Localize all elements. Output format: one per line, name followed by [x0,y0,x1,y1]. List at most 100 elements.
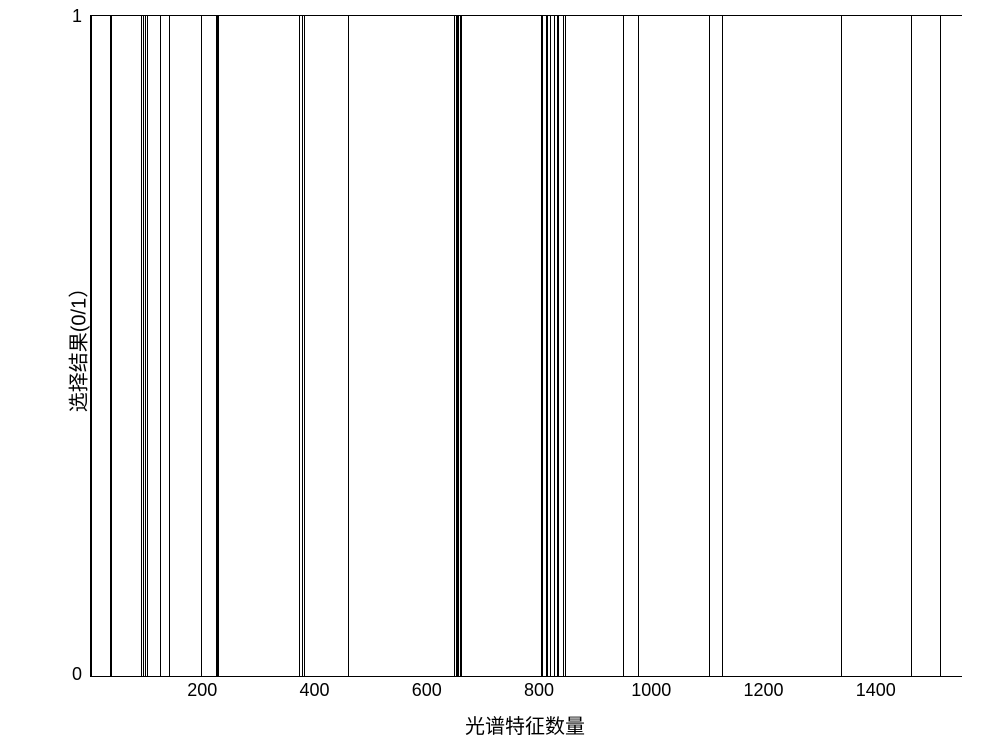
data-bar [484,16,486,676]
data-bar [540,16,541,676]
data-bar [124,16,126,676]
data-bar [365,16,367,676]
data-bar [560,16,561,676]
data-bar [301,16,302,676]
data-bar [142,16,143,676]
data-bar [751,16,753,676]
data-bar [928,16,930,676]
data-bar [137,16,139,676]
data-bar [320,16,322,676]
xtick-label: 1400 [856,680,896,701]
data-bar [144,16,145,676]
data-bar [502,16,504,676]
data-bar [305,16,307,676]
data-bar [593,16,595,676]
data-bar [900,16,902,676]
data-bar [395,16,397,676]
data-bar [621,16,623,676]
data-bar [720,16,722,676]
data-bar [528,16,530,676]
data-bar [788,16,790,676]
data-bar [234,16,236,676]
data-bar [760,16,762,676]
data-bar [678,16,680,676]
data-bar [668,16,670,676]
data-bar [265,16,267,676]
data-bar [706,16,708,676]
data-bar [313,16,315,676]
data-bar [475,16,477,676]
data-bar [636,16,638,676]
data-bar [455,16,456,676]
data-bar [696,16,698,676]
data-bar [358,16,360,676]
xtick-label: 600 [412,680,442,701]
data-bar [105,16,107,676]
xtick-label: 1200 [744,680,784,701]
data-bar [300,16,301,676]
data-bar [863,16,865,676]
data-bar [248,16,250,676]
data-bar [129,16,131,676]
data-bar [909,16,911,676]
data-bar [333,16,335,676]
data-bar [176,16,178,676]
data-bar [403,16,405,676]
data-bar [577,16,579,676]
data-bar [296,16,298,676]
data-bar [380,16,382,676]
data-bar [872,16,874,676]
data-bar [417,16,419,676]
data-bar [741,16,743,676]
data-bar [612,16,614,676]
plot-area [90,15,962,677]
data-bar [715,16,717,676]
data-bar [108,16,110,676]
data-bar [327,16,329,676]
data-bar [797,16,799,676]
data-bar [163,16,165,676]
data-bar [839,16,841,676]
data-bar [273,16,275,676]
data-bar [349,16,351,676]
data-bar [779,16,781,676]
data-bar [191,16,193,676]
data-bar [459,16,460,676]
xtick-label: 1000 [631,680,671,701]
data-bar [226,16,228,676]
data-bar [603,16,605,676]
xtick-label: 800 [524,680,554,701]
data-bar [568,16,570,676]
data-bar [387,16,389,676]
data-bar [170,16,172,676]
data-bar [947,16,949,676]
data-bar [564,16,565,676]
data-bar [410,16,412,676]
data-bar [467,16,469,676]
data-bar [451,16,452,676]
data-bar [197,16,199,676]
data-bar [373,16,375,676]
data-bar [241,16,243,676]
data-bar [687,16,689,676]
data-bar [511,16,513,676]
data-bar [649,16,651,676]
data-bar [919,16,921,676]
data-bar [585,16,587,676]
data-bar [120,16,122,676]
ytick-1: 1 [42,6,82,27]
xtick-label: 200 [187,680,217,701]
bars-layer [91,16,961,676]
ytick-0: 0 [42,664,82,685]
data-bar [853,16,855,676]
data-bar [492,16,494,676]
data-bar [98,16,100,676]
data-bar [219,16,221,676]
data-bar [433,16,435,676]
data-bar [212,16,214,676]
data-bar [807,16,809,676]
data-bar [150,16,152,676]
data-bar [341,16,343,676]
figure-container: 1 0 200400600800100012001400 选择结果(0/1） 光… [0,0,1000,749]
data-bar [955,16,957,676]
